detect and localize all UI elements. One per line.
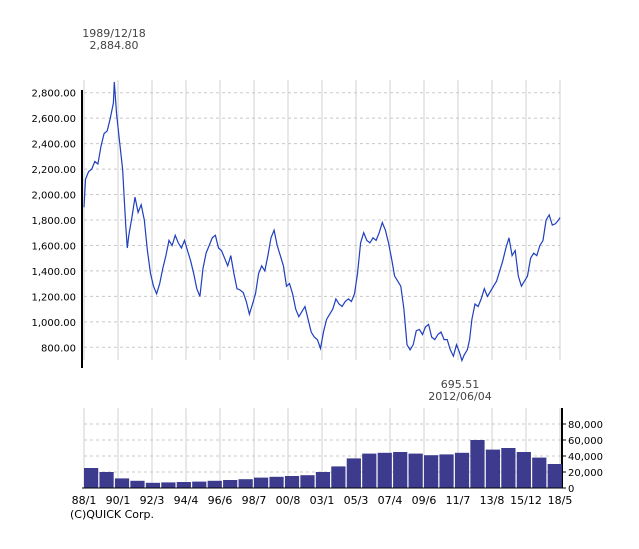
volume-bar <box>284 476 300 488</box>
price-tick-label: 1,800.00 <box>31 216 76 227</box>
price-tick-label: 2,400.00 <box>31 140 76 151</box>
x-tick-label: 90/1 <box>106 494 131 507</box>
volume-bar <box>454 452 470 488</box>
price-tick-label: 2,800.00 <box>31 89 76 100</box>
volume-bar <box>238 479 253 488</box>
volume-bar <box>439 454 454 488</box>
volume-bar <box>346 458 361 488</box>
x-tick-label: 94/4 <box>174 494 199 507</box>
volume-tick-label: 80,000 <box>568 420 603 431</box>
volume-bar <box>254 477 269 488</box>
price-tick-label: 2,200.00 <box>31 165 76 176</box>
volume-bar <box>269 476 284 488</box>
volume-bar <box>176 482 191 488</box>
peak-annotation: 1989/12/18 2,884.80 <box>74 28 154 52</box>
low-date: 2012/06/04 <box>428 390 492 403</box>
volume-bar <box>192 481 207 488</box>
x-tick-label: 00/8 <box>276 494 301 507</box>
volume-bar <box>470 440 485 488</box>
x-tick-label: 11/7 <box>446 494 471 507</box>
volume-bar <box>408 453 423 488</box>
x-tick-label: 09/6 <box>412 494 437 507</box>
copyright-credit: (C)QUICK Corp. <box>70 508 155 521</box>
volume-bar <box>207 480 222 488</box>
x-tick-label: 13/8 <box>480 494 505 507</box>
volume-bar <box>393 452 408 488</box>
price-tick-label: 1,600.00 <box>31 241 76 252</box>
volume-bar <box>161 482 176 488</box>
price-tick-label: 800.00 <box>41 343 76 354</box>
price-tick-label: 2,600.00 <box>31 114 76 125</box>
volume-bar <box>145 482 161 488</box>
volume-tick-label: 60,000 <box>568 436 603 447</box>
price-tick-label: 1,200.00 <box>31 292 76 303</box>
x-tick-label: 98/7 <box>242 494 267 507</box>
volume-bar <box>547 464 562 488</box>
price-series-line <box>83 81 561 363</box>
peak-date: 1989/12/18 <box>82 27 146 40</box>
x-tick-label: 07/4 <box>378 494 403 507</box>
x-tick-label: 15/12 <box>510 494 542 507</box>
peak-value: 2,884.80 <box>89 39 139 52</box>
volume-bar <box>315 472 331 488</box>
price-tick-label: 1,400.00 <box>31 267 76 278</box>
price-tick-label: 2,000.00 <box>31 191 76 202</box>
x-tick-label: 96/6 <box>208 494 233 507</box>
volume-bar <box>331 466 346 488</box>
volume-bar <box>516 452 531 488</box>
volume-tick-label: 20,000 <box>568 468 603 479</box>
volume-bar <box>485 449 501 488</box>
volume-bar <box>532 457 547 488</box>
volume-bar <box>300 475 315 488</box>
volume-bar <box>424 455 439 488</box>
x-tick-label: 05/3 <box>344 494 369 507</box>
volume-bar <box>84 468 99 488</box>
x-tick-label: 03/1 <box>310 494 335 507</box>
x-tick-label: 18/5 <box>548 494 573 507</box>
volume-bar <box>501 448 516 488</box>
volume-bar <box>99 472 114 488</box>
price-tick-label: 1,000.00 <box>31 318 76 329</box>
x-tick-label: 88/1 <box>72 494 97 507</box>
volume-tick-label: 40,000 <box>568 452 603 463</box>
volume-bar <box>377 452 392 488</box>
volume-bar <box>114 478 130 488</box>
volume-bar <box>130 480 145 488</box>
x-tick-label: 92/3 <box>140 494 165 507</box>
volume-tick-label: 0 <box>568 484 574 495</box>
low-annotation: 695.51 2012/06/04 <box>415 379 505 403</box>
low-value: 695.51 <box>440 378 480 391</box>
volume-bar <box>362 453 377 488</box>
volume-bar <box>223 480 238 488</box>
